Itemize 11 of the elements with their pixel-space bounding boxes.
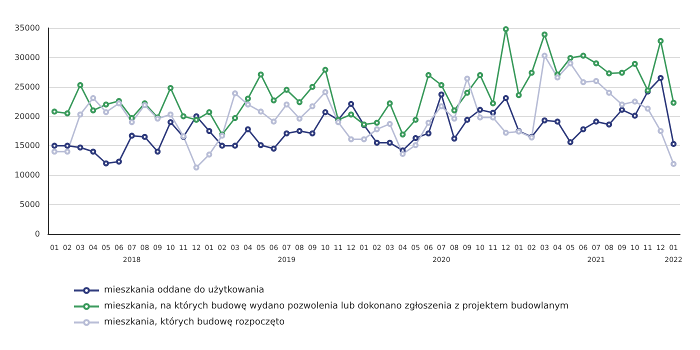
legend-label: mieszkania oddane do użytkowania [104,286,264,296]
y-tick-label: 15000 [14,141,40,150]
y-tick-label: 25000 [14,82,40,92]
y-tick-label: 30000 [14,52,40,62]
y-tick-label: 0 [34,230,40,238]
legend-label: mieszkania, których budowę rozpoczęto [104,316,286,328]
y-tick-label: 20000 [14,112,40,121]
y-tick-label: 5000 [20,200,40,210]
y-tick-label: 10000 [14,170,40,180]
y-tick-label: 35000 [14,24,40,32]
legend-label: mieszkania, na których budowę wydano pozwolenia lub dokonano zgłoszenia z projektem budowlanym [104,300,569,312]
